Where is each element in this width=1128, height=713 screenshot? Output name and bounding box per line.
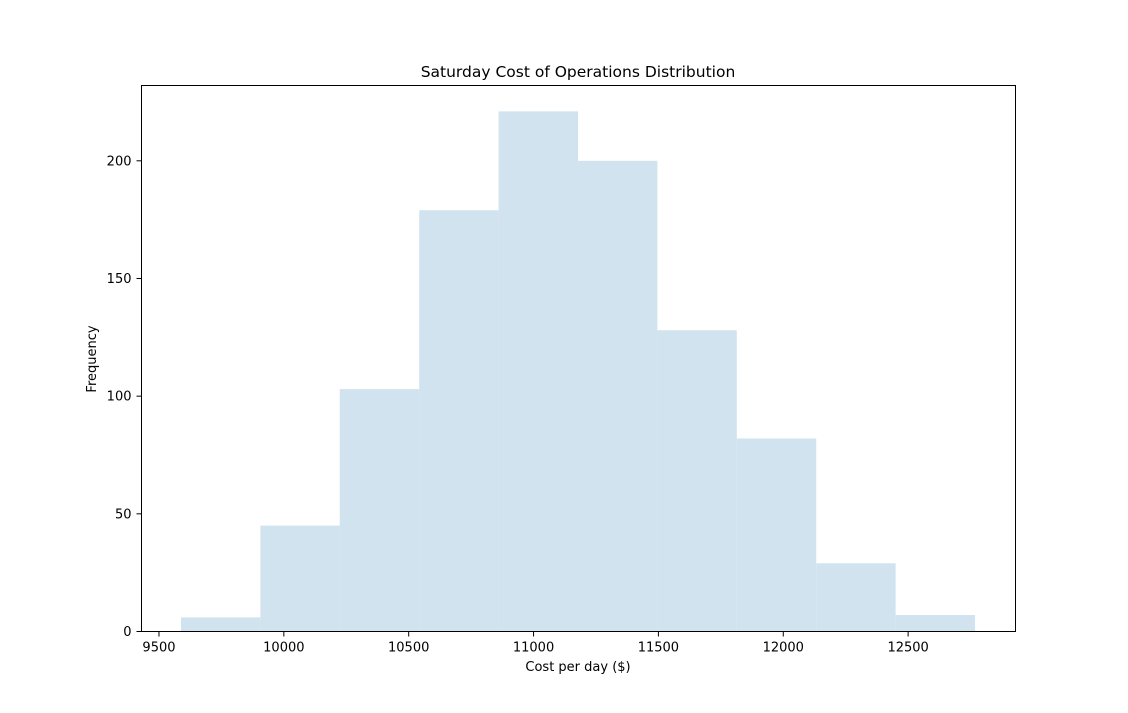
y-tick-label: 0 <box>123 625 131 640</box>
chart-title: Saturday Cost of Operations Distribution <box>421 63 736 81</box>
plot-area-frame <box>141 85 1016 632</box>
x-tick-label: 12000 <box>763 641 804 656</box>
histogram-bar-3 <box>339 389 420 632</box>
y-tick-label: 150 <box>107 272 132 287</box>
x-tick-label: 10500 <box>388 641 429 656</box>
histogram-bar-8 <box>736 438 817 632</box>
x-axis-ticks: 9500 10000 10500 11000 11500 12000 12500 <box>142 631 929 656</box>
y-tick-label: 100 <box>107 390 132 405</box>
y-tick-label: 200 <box>107 154 132 169</box>
x-tick-label: 11500 <box>638 641 679 656</box>
y-tick-label: 50 <box>115 507 132 522</box>
histogram-bar-6 <box>578 160 658 632</box>
histogram-bar-4 <box>419 210 499 632</box>
x-tick-label: 9500 <box>142 641 175 656</box>
histogram-bars <box>180 111 976 632</box>
y-axis-label: Frequency <box>85 325 100 392</box>
histogram-bar-2 <box>260 525 340 632</box>
histogram-bar-7 <box>657 330 737 632</box>
x-axis-label: Cost per day ($) <box>525 660 630 675</box>
histogram-bar-1 <box>180 617 261 632</box>
histogram-bar-9 <box>816 563 896 632</box>
x-tick-label: 10000 <box>263 641 304 656</box>
histogram-bar-10 <box>895 615 976 632</box>
x-tick-label: 11000 <box>513 641 554 656</box>
histogram-bar-5 <box>498 111 579 632</box>
y-axis-ticks: 0 50 100 150 200 <box>107 154 142 640</box>
x-tick-label: 12500 <box>887 641 928 656</box>
